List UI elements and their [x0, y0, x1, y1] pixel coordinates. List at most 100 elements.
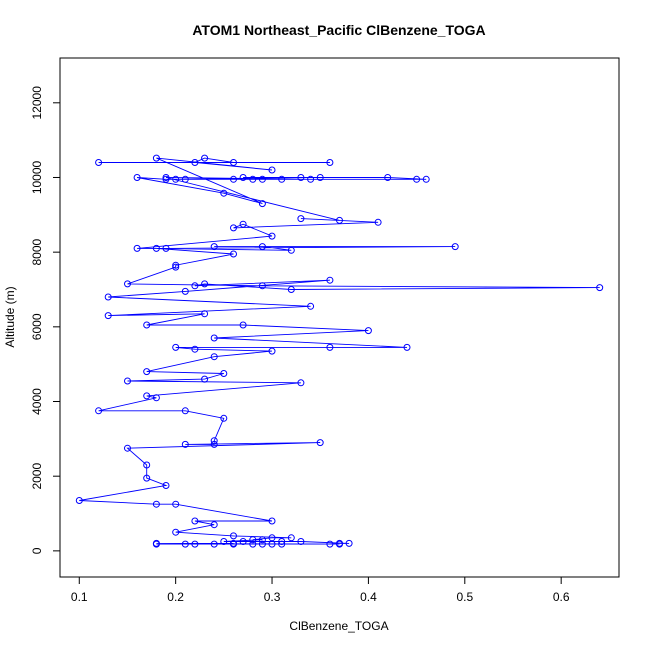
data-point [210, 243, 218, 251]
data-point [220, 189, 228, 197]
data-point [201, 154, 209, 162]
data-point [124, 280, 131, 288]
data-point [413, 175, 421, 183]
data-point [104, 293, 112, 301]
data-point [172, 343, 180, 351]
x-tick-label: 0.6 [553, 590, 570, 604]
data-point [172, 261, 180, 269]
data-point [316, 174, 324, 181]
data-point [172, 528, 180, 536]
data-point [268, 232, 276, 240]
data-point [124, 377, 131, 385]
series-layer [75, 154, 604, 548]
data-point [230, 532, 237, 540]
data-point [258, 282, 266, 290]
data-point [191, 282, 199, 290]
data-point [287, 246, 295, 254]
data-point [210, 440, 218, 448]
data-point [268, 347, 276, 355]
data-point [201, 280, 209, 288]
y-tick-label: 4000 [30, 388, 44, 415]
data-point [297, 379, 305, 387]
data-point [297, 215, 305, 223]
data-point [133, 174, 141, 181]
data-point [239, 538, 247, 545]
data-point [220, 370, 228, 377]
plot-frame [59, 57, 620, 578]
data-point [172, 175, 180, 183]
x-tick-label: 0.5 [456, 590, 473, 604]
data-point [297, 538, 305, 545]
data-point [326, 343, 334, 351]
data-point [162, 482, 170, 489]
data-point [326, 540, 334, 548]
data-point [258, 536, 266, 544]
data-point [326, 276, 334, 284]
data-point [191, 159, 199, 166]
data-point [326, 159, 334, 166]
data-point [143, 474, 151, 482]
x-axis-label: ClBenzene_TOGA [289, 619, 388, 633]
data-point [152, 244, 160, 252]
x-axis: 0.1 0.2 0.3 0.4 0.5 0.6 [71, 576, 570, 604]
data-point [95, 407, 103, 415]
data-point [307, 175, 315, 183]
data-point [384, 174, 392, 181]
data-point [220, 538, 228, 545]
data-point [258, 243, 266, 251]
data-point [181, 407, 189, 415]
y-tick-label: 0 [30, 547, 44, 554]
data-point [278, 540, 286, 548]
data-point [230, 175, 237, 183]
data-point [172, 500, 180, 508]
data-point [181, 540, 189, 548]
data-point [162, 174, 170, 181]
data-point [133, 244, 141, 252]
x-tick-label: 0.3 [264, 590, 281, 604]
data-point [210, 437, 218, 445]
data-point [181, 175, 189, 183]
data-point [297, 174, 305, 181]
data-point [104, 312, 112, 320]
data-point [239, 321, 247, 329]
data-point [143, 461, 151, 469]
data-point [230, 539, 237, 547]
data-point [336, 216, 343, 224]
data-point [230, 250, 237, 258]
data-point [201, 375, 209, 383]
data-point [181, 287, 189, 295]
data-point [268, 517, 276, 525]
data-point [201, 310, 209, 318]
data-point [403, 343, 411, 351]
x-tick-label: 0.1 [71, 590, 88, 604]
data-point [191, 345, 199, 353]
data-point [249, 175, 257, 183]
data-point [249, 540, 257, 548]
y-tick-label: 12000 [30, 86, 44, 120]
data-point [191, 540, 199, 548]
x-tick-label: 0.2 [167, 590, 184, 604]
data-point [230, 159, 237, 166]
x-tick-label: 0.4 [360, 590, 377, 604]
chart-title: ATOM1 Northeast_Pacific ClBenzene_TOGA [192, 22, 485, 38]
data-point [172, 263, 180, 271]
data-point [278, 175, 286, 183]
y-axis: 0 2000 4000 6000 8000 10000 12000 [30, 86, 61, 554]
data-point [336, 540, 343, 548]
data-point [287, 286, 295, 293]
data-point [239, 220, 247, 228]
data-point [210, 521, 218, 529]
data-point [249, 536, 257, 544]
data-point [258, 540, 266, 548]
data-point [287, 534, 295, 542]
data-point [239, 174, 247, 181]
y-axis-label: Altitude (m) [3, 286, 17, 347]
data-point [95, 159, 103, 166]
data-point [220, 414, 228, 422]
data-point [143, 392, 151, 400]
data-point [451, 243, 459, 251]
data-point [316, 439, 324, 447]
data-point [152, 394, 160, 402]
data-point [278, 538, 286, 545]
data-point [152, 500, 160, 508]
